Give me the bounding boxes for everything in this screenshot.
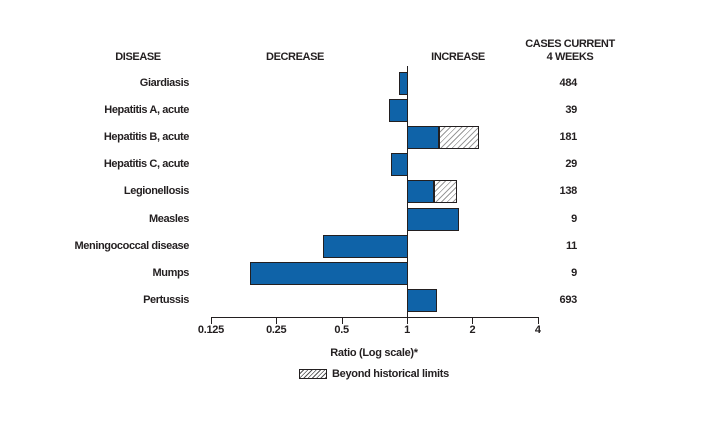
disease-label: Hepatitis A, acute [104,103,189,116]
axis-tick-label: 1 [404,324,410,336]
axis-tick [341,317,343,324]
beyond-limits-bar [433,180,458,204]
axis-tick [276,317,278,324]
disease-column-header: DISEASE [115,51,161,63]
ratio-bar [399,71,408,95]
ratio-bar [407,125,439,149]
axis-tick [210,317,212,324]
axis-tick [407,317,408,324]
disease-label: Meningococcal disease [74,239,190,252]
disease-label: Giardiasis [139,76,190,89]
x-axis-line [211,317,538,318]
x-axis-label: Ratio (Log scale)* [330,347,418,359]
beyond-limits-bar [438,125,480,149]
disease-label: Mumps [152,266,189,279]
axis-tick-label: 0.125 [197,324,224,336]
beyond-historical-limits-swatch [299,369,327,379]
axis-tick-label: 2 [469,324,476,336]
disease-label: Hepatitis C, acute [103,158,190,171]
cases-value: 9 [571,266,577,279]
axis-tick-label: 0.5 [334,324,349,336]
disease-label: Legionellosis [123,185,189,198]
ratio-bar [407,289,437,313]
ratio-bar [407,207,459,231]
cases-value: 39 [565,103,577,116]
axis-tick [472,317,474,324]
cases-value: 693 [559,294,578,307]
cases-column-header-line1: CASES CURRENT [525,38,615,50]
disease-label: Measles [148,212,189,225]
cases-value: 11 [565,239,577,252]
ratio-bar [322,234,408,258]
ratio-bar [390,153,408,177]
decrease-column-header: DECREASE [266,51,324,63]
disease-label: Hepatitis B, acute [103,130,190,143]
axis-tick [537,317,539,324]
cases-value: 29 [565,158,577,171]
ratio-bar [389,98,408,122]
cases-value: 9 [571,212,577,225]
ratio-bar [250,261,408,285]
cases-column-header-line2: 4 WEEKS [546,51,594,63]
cases-value: 138 [559,185,578,198]
cases-value: 484 [559,76,578,89]
axis-tick-label: 4 [534,324,541,336]
increase-column-header: INCREASE [431,51,485,63]
disease-label: Pertussis [143,294,189,307]
cases-value: 181 [559,130,578,143]
beyond-historical-limits-label: Beyond historical limits [332,368,449,380]
axis-tick-label: 0.25 [266,324,287,336]
ratio-bar [407,180,434,204]
